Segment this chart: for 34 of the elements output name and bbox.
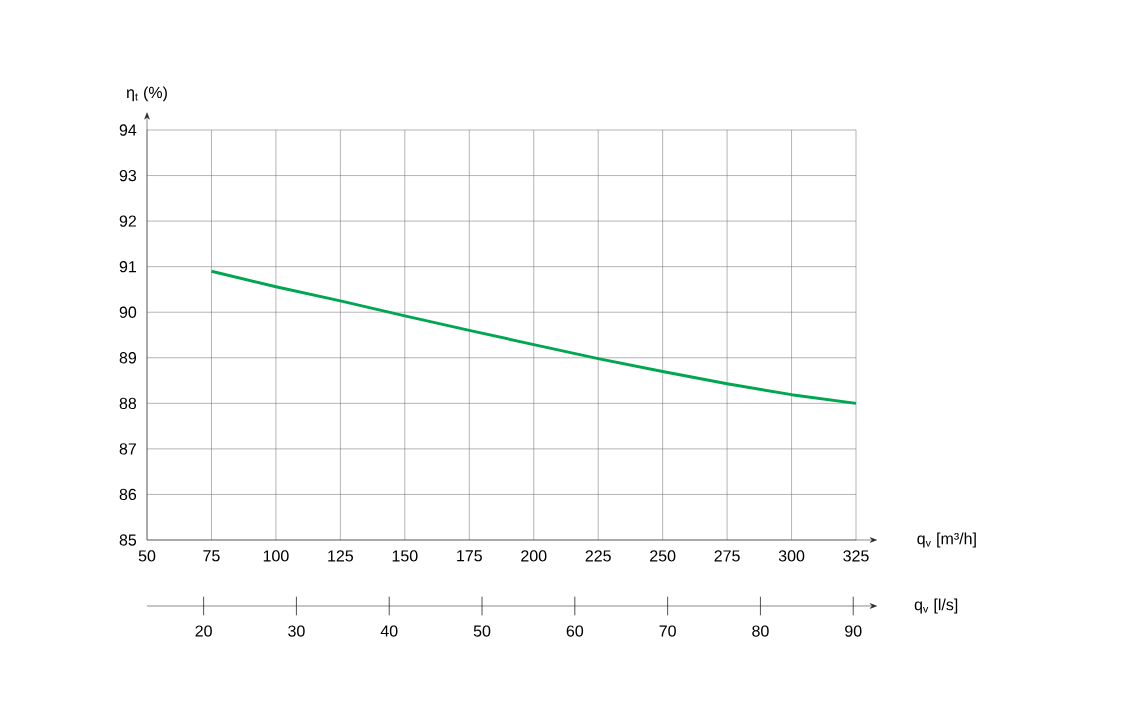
y-tick-label: 90: [119, 306, 137, 318]
x2-tick-label: 20: [195, 625, 212, 637]
x-tick-label: 200: [521, 550, 547, 562]
line-series: [209, 269, 858, 405]
x2-tick-label: 30: [288, 625, 305, 637]
x2-tick-label: 80: [752, 625, 769, 637]
x-tick-label: 75: [203, 550, 220, 562]
x-tick-label: 325: [843, 550, 869, 562]
x2-axis-title: q$_{v}$ [l/s]: [914, 598, 958, 614]
y-tick-label: 89: [119, 352, 137, 364]
y-tick-label: 87: [119, 443, 136, 455]
y-axis-title: η$_{t}$ (%): [126, 86, 167, 102]
x-tick-label: 50: [138, 550, 156, 562]
y-tick-label: 91: [119, 261, 136, 273]
y-tick-label: 93: [119, 169, 137, 182]
x-tick-label: 250: [650, 550, 676, 562]
x2-tick-label: 60: [566, 625, 584, 637]
x2-tick-label: 40: [380, 625, 398, 637]
y-tick-label: 92: [119, 215, 136, 227]
y-tick-label: 94: [119, 124, 137, 136]
x-tick-label: 125: [328, 550, 354, 562]
x2-tick-label: 90: [845, 625, 862, 637]
x-tick-label: 225: [585, 550, 611, 562]
y-tick-label: 85: [119, 534, 137, 546]
y-tick-label: 86: [119, 488, 137, 501]
x2-tick-label: 50: [473, 625, 491, 637]
y-tick-label: 88: [119, 397, 137, 409]
x-tick-label: 100: [263, 550, 289, 562]
x-axis-title: q$_{v}$ [m³/h]: [917, 532, 976, 548]
x-tick-label: 300: [778, 550, 805, 562]
x-tick-label: 175: [457, 550, 482, 562]
x-tick-label: 150: [392, 550, 418, 562]
x-tick-label: 275: [714, 550, 740, 562]
x2-tick-label: 70: [659, 625, 676, 637]
